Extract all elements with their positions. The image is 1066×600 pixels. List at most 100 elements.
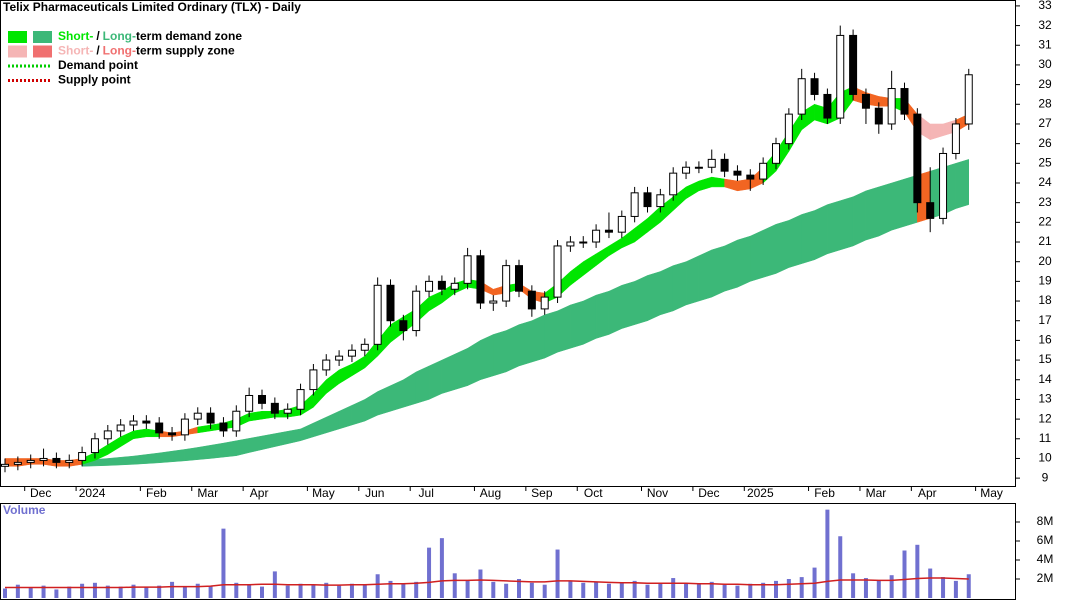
volume-bar <box>555 549 560 598</box>
candle-body <box>309 369 318 391</box>
x-tick-label: Apr <box>250 486 269 500</box>
candle-body <box>116 424 125 432</box>
candle-body <box>65 459 74 463</box>
zone-segment <box>184 447 198 462</box>
volume-bar <box>439 538 444 598</box>
zone-segment <box>467 339 481 387</box>
x-tick-label: Jun <box>365 486 384 500</box>
y-tick-label: 16 <box>1038 333 1052 347</box>
legend-text: Demand point <box>58 58 138 72</box>
volume-tick-label: 4M <box>1037 552 1054 566</box>
zone-segment <box>158 450 173 464</box>
legend-label: Short- / Long-term supply zone <box>58 44 235 58</box>
candle-body <box>566 241 575 247</box>
zone-segment <box>775 220 790 274</box>
zone-segment <box>570 300 584 349</box>
volume-bar <box>388 580 393 598</box>
candle-body <box>746 174 755 180</box>
volume-average <box>5 577 969 589</box>
zone-segment <box>531 314 545 363</box>
candle-body <box>335 355 344 361</box>
candle-body <box>553 245 562 298</box>
price-panel <box>1 25 973 473</box>
volume-bar <box>529 582 534 598</box>
volume-bar <box>414 581 419 598</box>
candle-body <box>437 280 446 290</box>
zone-segment <box>660 265 674 316</box>
volume-bar <box>337 585 342 598</box>
candle-body <box>180 418 189 436</box>
volume-bar <box>285 585 290 598</box>
zone-segment <box>557 304 571 353</box>
y-tick-label: 30 <box>1038 57 1052 71</box>
candle-body <box>103 430 112 440</box>
zone-segment <box>711 245 725 298</box>
y-tick-label: 21 <box>1038 234 1052 248</box>
candle-body <box>669 172 678 196</box>
candle-body <box>759 162 768 180</box>
candle-body <box>784 113 793 145</box>
zone-segment <box>621 281 635 329</box>
volume-bar <box>170 581 175 598</box>
volume-bar <box>452 573 457 598</box>
x-tick-label: Mar <box>866 486 887 500</box>
candle-body <box>515 265 523 292</box>
x-tick-label: Jul <box>419 486 434 500</box>
legend-text: Short- <box>58 44 93 58</box>
volume-bar <box>28 587 33 598</box>
zone-segment <box>647 271 661 322</box>
legend-label: Supply point <box>58 73 131 87</box>
zone-segment <box>223 440 237 458</box>
candle-body <box>527 290 536 310</box>
zone-segment <box>608 284 623 335</box>
zone-segment <box>454 347 468 390</box>
zone-segment <box>428 359 443 400</box>
volume-bar <box>928 568 933 598</box>
zone-segment <box>891 178 905 231</box>
volume-bar <box>15 584 20 598</box>
volume-bar <box>696 583 701 598</box>
y-tick-label: 13 <box>1038 392 1052 406</box>
candle-body <box>604 229 613 233</box>
candle-body <box>656 194 665 208</box>
zone-segment <box>274 431 288 447</box>
volume-bar <box>889 575 894 598</box>
volume-bar <box>504 583 509 598</box>
volume-bar <box>761 582 766 598</box>
y-tick-label: 33 <box>1038 0 1052 12</box>
zone-segment <box>236 438 250 457</box>
volume-bar <box>478 569 483 598</box>
legend-text: term supply zone <box>136 44 235 58</box>
candle-body <box>155 422 164 434</box>
volume-bar <box>825 509 830 598</box>
candle-body <box>939 152 948 219</box>
candle-body <box>386 284 395 322</box>
legend-text: / <box>96 44 100 58</box>
candle-body <box>733 170 742 176</box>
volume-bar <box>41 585 46 598</box>
y-tick-label: 25 <box>1038 155 1052 169</box>
volume-bar <box>658 583 663 598</box>
volume-bar <box>709 581 714 598</box>
volume-bar <box>67 586 72 598</box>
zone-segment <box>595 290 610 339</box>
volume-bar <box>941 577 946 598</box>
y-tick-label: 11 <box>1039 431 1052 445</box>
volume-tick-label: 8M <box>1037 514 1054 528</box>
zone-segment <box>133 454 147 465</box>
volume-bar <box>902 550 907 598</box>
volume-bar <box>208 585 213 598</box>
price-frame <box>0 0 1016 487</box>
zone-segment <box>120 455 134 466</box>
candle-body <box>951 123 960 154</box>
candle-body <box>861 93 870 109</box>
y-tick-label: 22 <box>1038 215 1052 229</box>
volume-bar <box>491 581 496 598</box>
volume-bar <box>105 585 110 598</box>
zone-segment <box>146 452 160 464</box>
zone-segment <box>788 214 802 268</box>
zone-segment <box>518 320 533 367</box>
zone-segment <box>698 249 712 302</box>
volume-bar <box>517 579 521 598</box>
legend-swatch <box>33 45 52 58</box>
